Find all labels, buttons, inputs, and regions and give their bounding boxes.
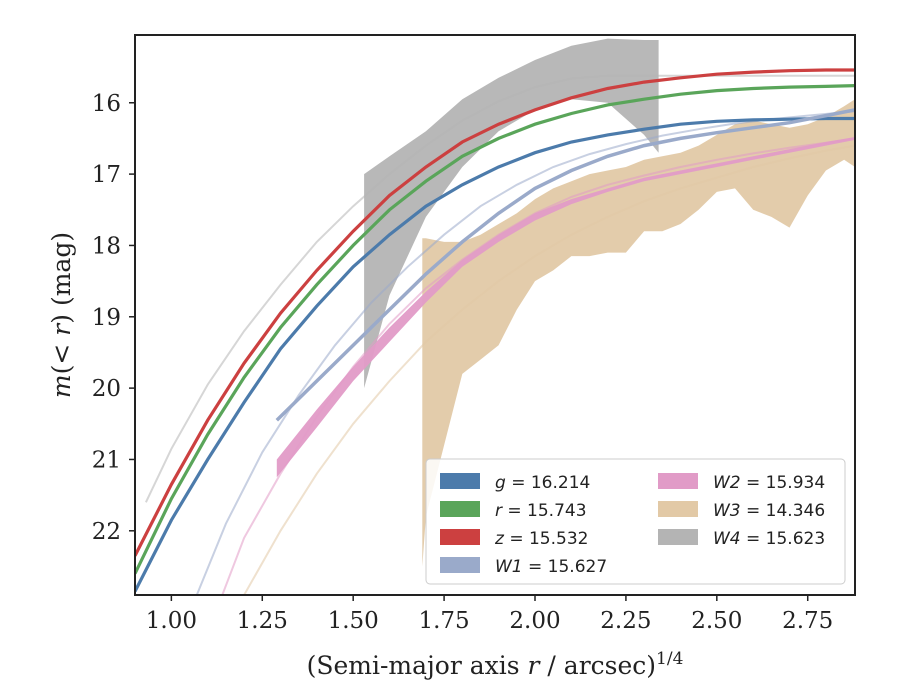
legend-swatch-w4: [658, 529, 698, 545]
data-layer: [135, 38, 855, 595]
y-axis-title: m(< r) (mag): [47, 232, 76, 398]
band-w4: [364, 38, 659, 389]
line-g: [135, 116, 855, 593]
x-tick-label: 2.50: [691, 608, 742, 634]
x-tick-label: 1.25: [237, 608, 288, 634]
y-tick-label: 18: [92, 233, 121, 259]
y-tick-label: 16: [92, 91, 121, 117]
x-tick-label: 1.50: [328, 608, 379, 634]
legend-swatch-r: [440, 501, 480, 517]
x-tick-label: 1.00: [146, 608, 197, 634]
y-tick-label: 22: [92, 519, 121, 545]
x-axis: 1.00 1.25 1.50 1.75 2.00 2.25 2.50 2.75: [146, 595, 833, 634]
legend-swatch-w2: [658, 473, 698, 489]
band-w2: [276, 137, 855, 478]
x-tick-label: 1.75: [418, 608, 469, 634]
line-r: [135, 84, 855, 575]
x-tick-label: 2.75: [782, 608, 833, 634]
model-curve-w4: [144, 74, 855, 503]
legend-label-r: r = 15.743: [495, 501, 587, 521]
x-tick-label: 2.00: [509, 608, 560, 634]
legend: g = 16.214 r = 15.743 z = 15.532 W1 = 15.62…: [425, 458, 846, 585]
legend-swatch-z: [440, 529, 480, 545]
model-curve-w3: [243, 144, 855, 595]
y-axis: 16 17 18 19 20 21 22: [92, 91, 135, 545]
legend-label-z: z = 15.532: [494, 529, 588, 549]
y-tick-label: 20: [92, 376, 121, 402]
y-tick-label: 19: [92, 305, 121, 331]
plot-frame: [134, 34, 856, 596]
legend-label-g: g = 16.214: [495, 473, 590, 493]
model-curve-w1: [195, 110, 855, 595]
legend-label-w4: W4 = 15.623: [713, 529, 825, 549]
legend-swatch-w1: [440, 557, 480, 573]
legend-label-w1: W1 = 15.627: [495, 557, 607, 577]
band-w1: [275, 108, 855, 422]
legend-label-w2: W2 = 15.934: [713, 473, 825, 493]
legend-label-w3: W3 = 14.346: [713, 501, 825, 521]
x-axis-title: (Semi-major axis r / arcsec)1/4: [307, 649, 684, 680]
legend-swatch-g: [440, 473, 480, 489]
legend-box: [425, 458, 846, 585]
legend-swatch-w3: [658, 501, 698, 517]
y-tick-label: 17: [92, 162, 121, 188]
x-tick-label: 2.25: [600, 608, 651, 634]
line-z: [135, 68, 855, 557]
y-tick-label: 21: [92, 447, 121, 473]
